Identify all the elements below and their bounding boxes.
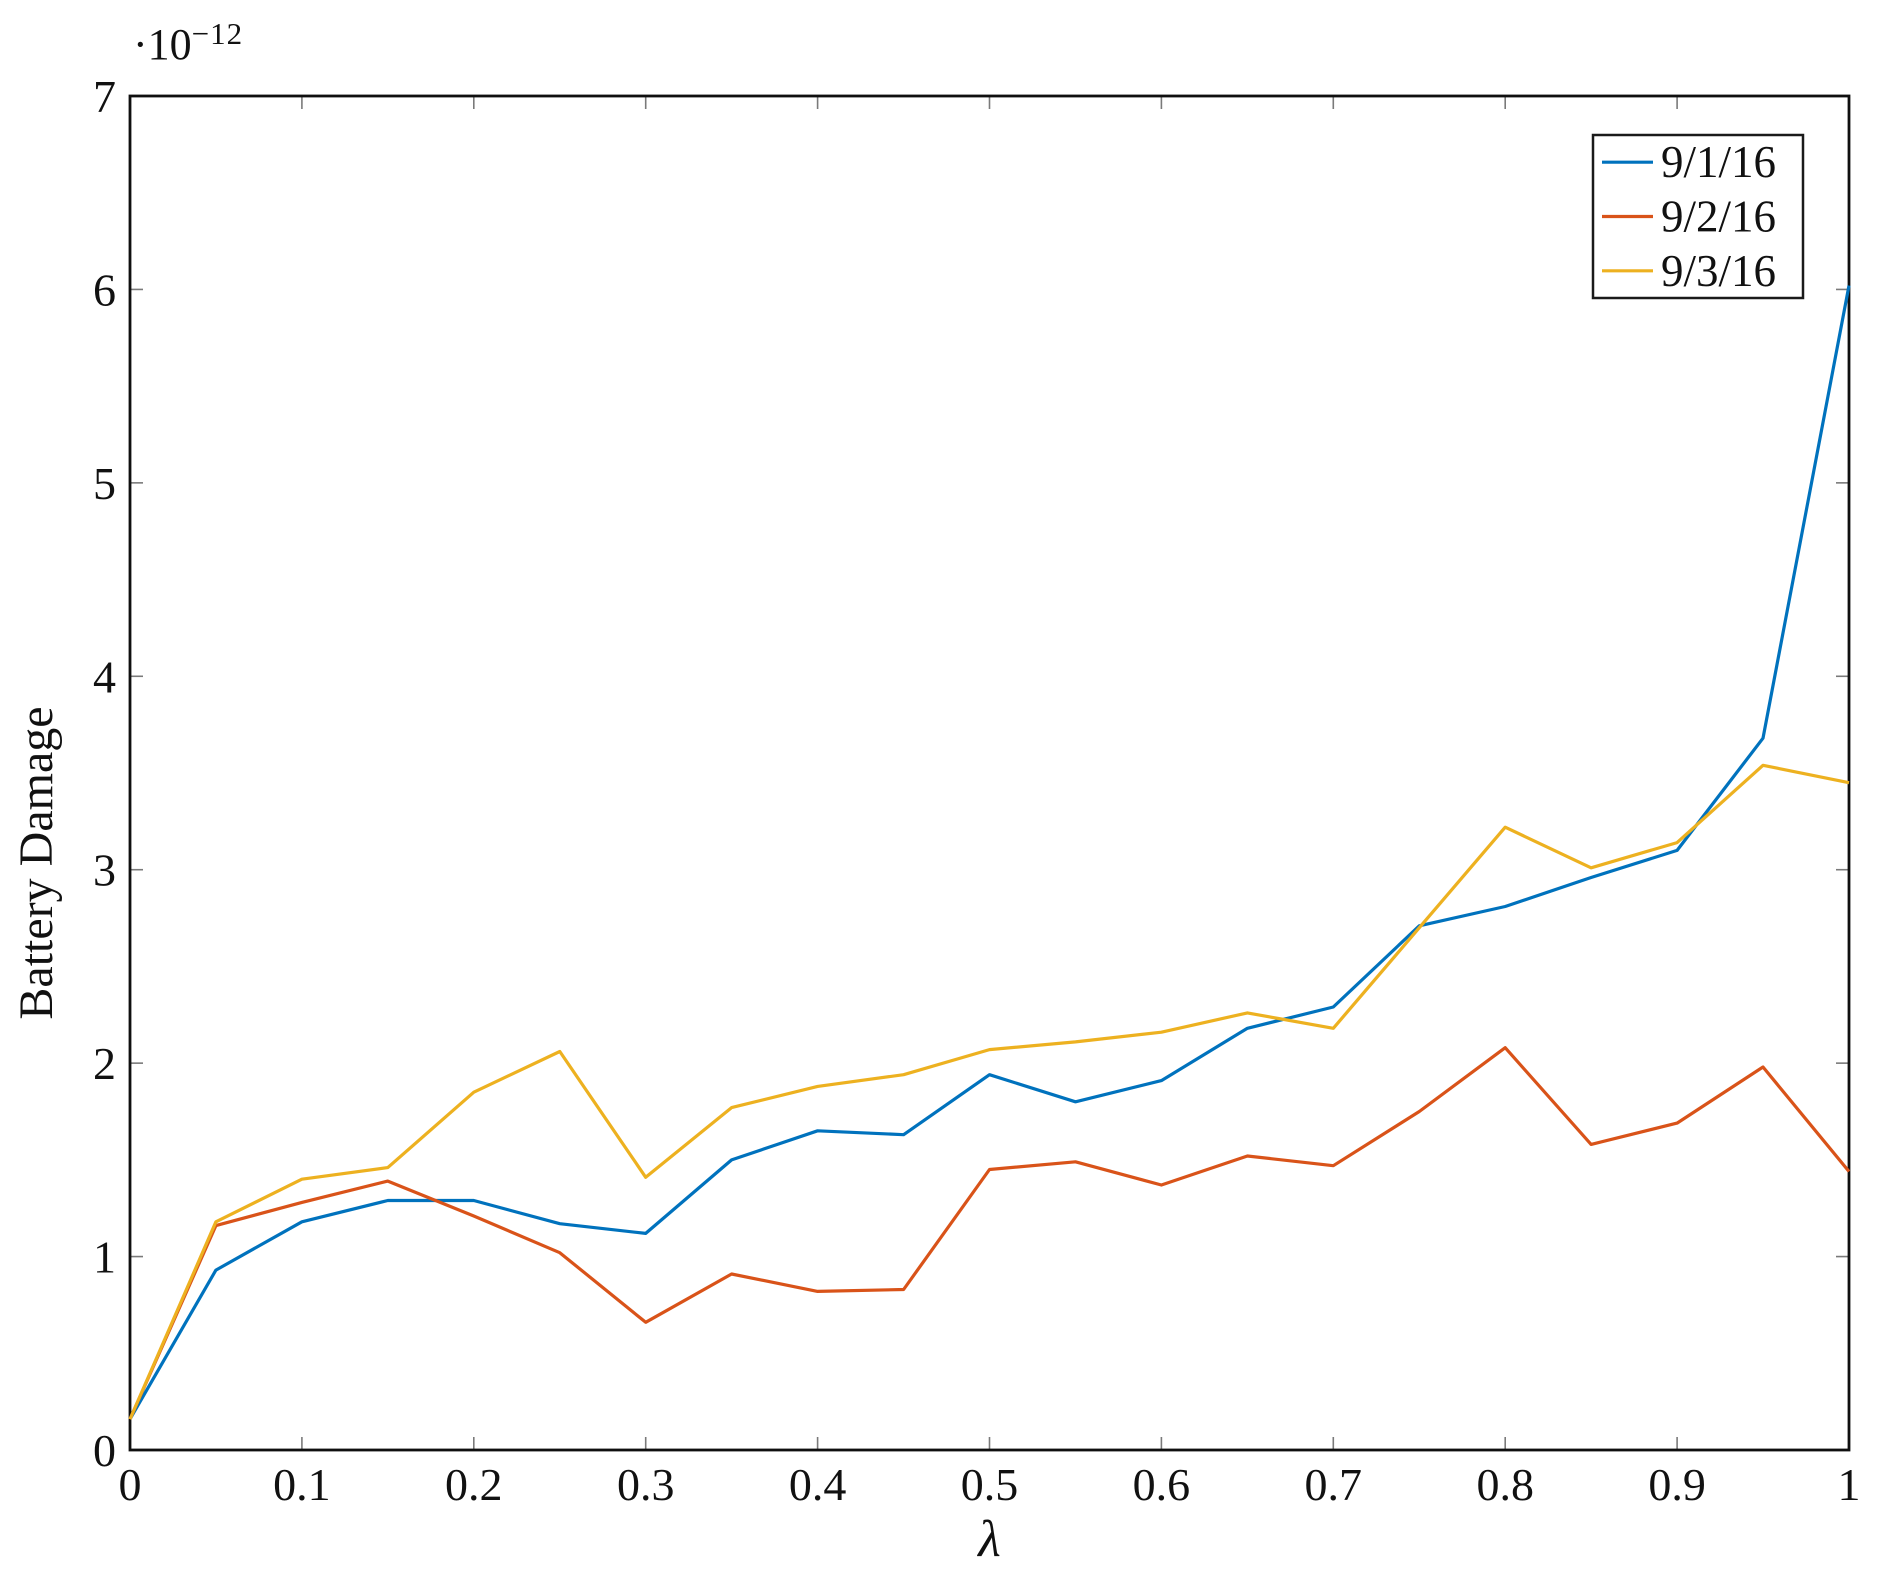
y-tick-labels: 0 1 2 3 4 5 6 7 (93, 71, 116, 1476)
x-tick-label: 0.8 (1476, 1459, 1534, 1510)
y-tick-label: 0 (93, 1425, 116, 1476)
legend-label: 9/1/16 (1661, 137, 1776, 187)
series-group (128, 285, 1851, 1420)
x-tick-label: 0.1 (273, 1459, 331, 1510)
y-tick-label: 2 (93, 1038, 116, 1089)
y-axis-title: Battery Damage (10, 706, 63, 1019)
x-tick-label: 0.9 (1648, 1459, 1706, 1510)
x-tick-label: 0.4 (789, 1459, 847, 1510)
legend-label: 9/3/16 (1661, 246, 1776, 296)
y-axis-multiplier: ·10−12 (133, 16, 243, 70)
axis-ticks (129, 95, 1850, 1451)
x-tick-label: 0.5 (961, 1459, 1019, 1510)
x-tick-label: 1 (1838, 1459, 1861, 1510)
y-tick-label: 7 (93, 71, 116, 122)
y-tick-label: 1 (93, 1232, 116, 1283)
series-line-9-2-16 (128, 1046, 1851, 1420)
x-tick-label: 0.7 (1305, 1459, 1363, 1510)
multiplier-exponent: −12 (191, 16, 244, 51)
x-tick-label: 0.6 (1133, 1459, 1191, 1510)
y-tick-label: 6 (93, 264, 116, 315)
x-tick-label: 0 (119, 1459, 142, 1510)
legend-label: 9/2/16 (1661, 192, 1776, 242)
legend: 9/1/169/2/169/3/16 (1591, 133, 1805, 300)
y-tick-label: 5 (93, 458, 116, 509)
y-tick-label: 4 (93, 651, 116, 702)
multiplier-base: ·10 (133, 20, 192, 69)
series-line-9-1-16 (128, 285, 1851, 1420)
x-tick-label: 0.2 (445, 1459, 503, 1510)
y-tick-label: 3 (93, 845, 116, 896)
x-tick-label: 0.3 (617, 1459, 675, 1510)
x-tick-labels: 0 0.1 0.2 0.3 0.4 0.5 0.6 0.7 0.8 0.9 1 (119, 1459, 1861, 1510)
x-axis-title: λ (976, 1511, 1001, 1568)
series-line-9-3-16 (128, 763, 1850, 1420)
plot-border (128, 94, 1851, 1452)
